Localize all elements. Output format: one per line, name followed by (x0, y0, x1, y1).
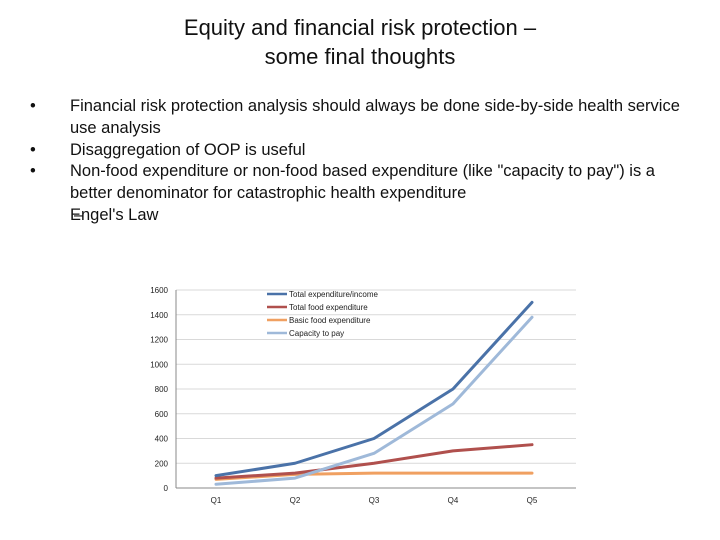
x-tick-label: Q4 (448, 496, 459, 505)
y-tick-label: 800 (155, 385, 169, 394)
sub-bullet-text: Engel's Law (70, 205, 159, 224)
bullet-marker: • (30, 140, 36, 159)
y-tick-label: 200 (155, 459, 169, 468)
bullet-item: • Financial risk protection analysis sho… (30, 96, 690, 140)
title-line-2: some final thoughts (264, 43, 456, 69)
y-tick-label: 1200 (150, 336, 168, 345)
y-tick-label: 600 (155, 410, 169, 419)
x-tick-label: Q3 (369, 496, 380, 505)
sub-bullet-marker: – (74, 205, 84, 224)
x-tick-label: Q2 (290, 496, 301, 505)
series-line (214, 443, 534, 480)
legend-label: Basic food expenditure (289, 316, 371, 325)
y-tick-label: 0 (164, 484, 169, 493)
slide-title: Equity and financial risk protection – s… (60, 14, 660, 71)
bullet-marker: • (30, 162, 36, 181)
bullet-list: • Financial risk protection analysis sho… (30, 96, 690, 227)
bullet-marker: • (30, 97, 36, 115)
x-tick-label: Q5 (527, 496, 538, 505)
series-line (214, 300, 534, 478)
legend-label: Capacity to pay (289, 329, 344, 338)
bullet-text: Financial risk protection analysis shoul… (70, 97, 680, 137)
x-tick-label: Q1 (211, 496, 222, 505)
sub-bullet-item: – Engel's Law (30, 205, 690, 227)
legend-label: Total expenditure/income (289, 290, 378, 299)
bullet-text: Non-food expenditure or non-food based e… (70, 162, 655, 203)
title-line-1: Equity and financial risk protection – (183, 15, 537, 40)
bullet-item: • Disaggregation of OOP is useful (30, 140, 690, 162)
bullet-text: Disaggregation of OOP is useful (70, 140, 306, 159)
y-tick-label: 1400 (150, 311, 168, 320)
y-tick-label: 400 (155, 435, 169, 444)
legend-label: Total food expenditure (289, 303, 368, 312)
bullet-item: • Non-food expenditure or non-food based… (30, 161, 690, 205)
series-line (214, 315, 534, 486)
y-tick-label: 1600 (150, 286, 168, 295)
y-tick-label: 1000 (150, 360, 168, 369)
